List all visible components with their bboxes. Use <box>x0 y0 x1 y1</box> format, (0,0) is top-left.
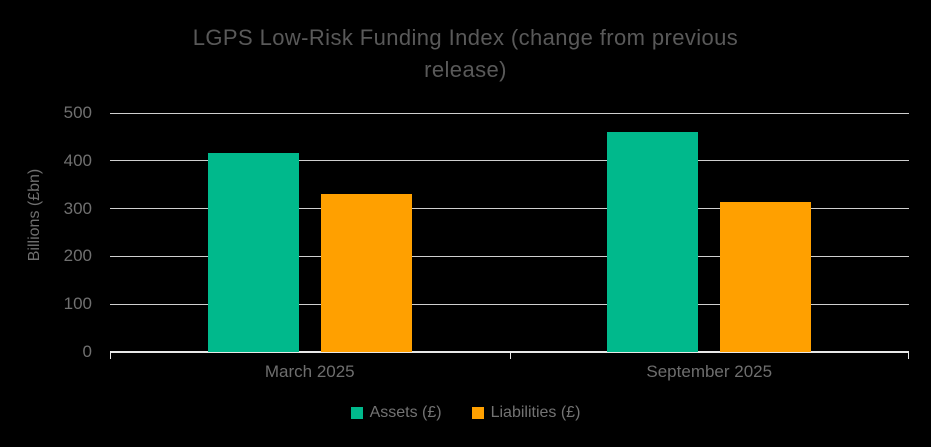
y-tick-label-100: 100 <box>63 294 92 314</box>
bar-assets-march-2025 <box>207 153 299 352</box>
gridline-200 <box>110 255 909 257</box>
gridline-300 <box>110 208 909 210</box>
x-axis-tick-2 <box>908 352 909 359</box>
x-axis-label-march-2025: March 2025 <box>264 362 355 381</box>
plot-area <box>110 112 909 359</box>
y-tick-label-200: 200 <box>63 246 92 266</box>
liabilities-legend-swatch <box>471 407 484 419</box>
x-axis-labels: March 2025 September 2025 <box>110 362 909 382</box>
y-tick-label-300: 300 <box>63 198 92 218</box>
y-tick-label-0: 0 <box>82 342 92 361</box>
gridline-400 <box>110 160 909 162</box>
bar-liabilities-september-2025 <box>720 202 812 352</box>
x-axis-tick-1 <box>509 352 511 359</box>
legend-item-assets: Assets (£) <box>350 404 442 422</box>
y-tick-label-400: 400 <box>63 150 92 170</box>
gridline-500 <box>110 112 909 114</box>
y-axis-tick-labels: 0 100 200 300 400 500 <box>0 104 92 361</box>
legend-item-liabilities: Liabilities (£) <box>471 404 581 422</box>
x-axis-tick-0 <box>110 352 111 359</box>
liabilities-legend-label: Liabilities (£) <box>490 404 581 421</box>
assets-legend-label: Assets (£) <box>369 404 442 421</box>
bar-assets-september-2025 <box>607 132 699 352</box>
x-axis-label-september-2025: September 2025 <box>646 362 773 381</box>
chart-title-text: LGPS Low-Risk Funding Index (change from… <box>192 25 739 82</box>
gridline-100 <box>110 303 909 305</box>
assets-legend-swatch <box>350 407 363 419</box>
y-tick-label-500: 500 <box>63 103 92 122</box>
bar-liabilities-march-2025 <box>320 193 412 352</box>
chart-title: LGPS Low-Risk Funding Index (change from… <box>0 22 931 86</box>
legend: Assets (£) Liabilities (£) <box>0 404 931 422</box>
